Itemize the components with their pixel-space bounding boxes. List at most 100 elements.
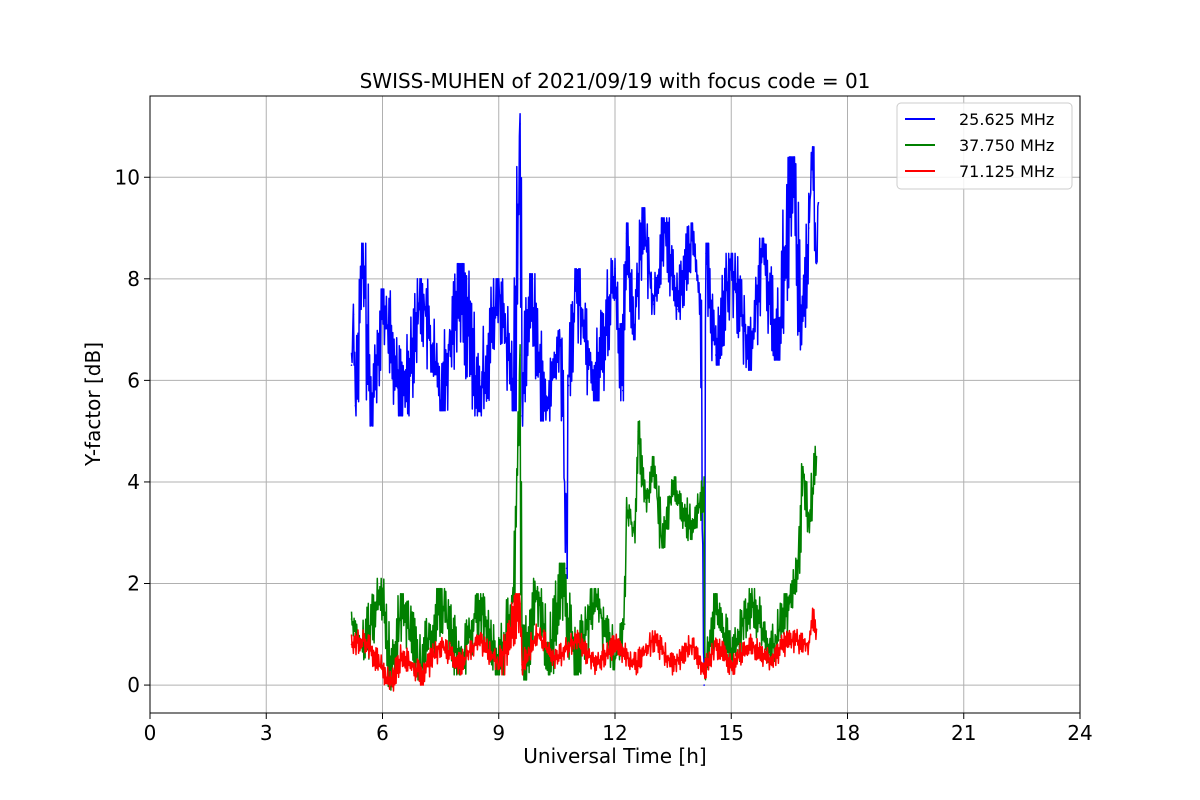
data-point — [703, 684, 705, 686]
data-point — [749, 359, 752, 361]
data-point — [788, 638, 791, 641]
y-tick-label: 8 — [127, 267, 140, 291]
y-axis-label: Y-factor [dB] — [81, 342, 105, 467]
data-point — [439, 399, 442, 402]
legend-box — [896, 102, 1073, 190]
data-point — [614, 267, 616, 270]
data-point — [633, 328, 636, 331]
data-point — [389, 684, 392, 686]
data-point — [633, 531, 636, 534]
data-point — [420, 288, 423, 290]
data-point — [637, 430, 640, 432]
y-tick-label: 10 — [115, 165, 140, 189]
data-point — [807, 227, 810, 229]
data-point — [401, 653, 403, 656]
data-point — [749, 597, 752, 600]
data-point — [645, 501, 647, 504]
data-point — [691, 643, 694, 646]
data-point — [459, 272, 461, 275]
legend-label: 25.625 MHz — [959, 110, 1054, 129]
data-point — [691, 531, 694, 534]
data-point — [815, 262, 818, 265]
y-axis: 0 2 4 6 8 10 — [115, 165, 150, 697]
data-point — [652, 465, 655, 468]
data-point — [567, 384, 570, 387]
data-point — [521, 415, 523, 417]
data-point — [621, 389, 624, 392]
x-tick-label: 21 — [951, 721, 976, 745]
data-point — [513, 399, 516, 402]
data-point — [714, 643, 717, 646]
x-tick-label: 3 — [260, 721, 273, 745]
x-tick-label: 12 — [602, 721, 627, 745]
x-tick-label: 18 — [835, 721, 860, 745]
data-point — [352, 313, 355, 316]
data-point — [652, 303, 655, 306]
data-point — [625, 506, 628, 509]
data-point — [381, 298, 384, 300]
data-point — [350, 643, 353, 646]
data-point — [559, 572, 562, 575]
data-point — [676, 308, 678, 311]
data-point — [811, 615, 814, 618]
x-axis: 0 3 6 9 12 15 18 21 24 — [144, 713, 1093, 745]
data-point — [497, 288, 500, 290]
legend-label: 71.125 MHz — [959, 162, 1054, 181]
x-axis-label: Universal Time [h] — [523, 744, 706, 768]
data-point — [594, 663, 597, 666]
data-point — [614, 658, 616, 661]
data-point — [730, 663, 733, 666]
data-point — [594, 597, 597, 600]
data-point — [478, 638, 481, 641]
data-point — [625, 232, 628, 234]
data-point — [672, 663, 674, 666]
data-point — [769, 658, 771, 661]
data-point — [798, 562, 800, 564]
data-point — [815, 455, 818, 458]
data-point — [575, 278, 578, 280]
data-point — [664, 227, 667, 229]
data-point — [575, 638, 578, 641]
data-point — [478, 603, 481, 605]
data-point — [652, 638, 655, 641]
data-point — [788, 603, 791, 605]
y-tick-label: 6 — [127, 368, 140, 392]
data-point — [623, 623, 626, 625]
legend: 25.625 MHz 37.750 MHz 71.125 MHz — [896, 102, 1073, 190]
data-point — [761, 247, 764, 250]
data-point — [660, 537, 663, 539]
data-point — [519, 123, 521, 125]
y-tick-label: 2 — [127, 572, 140, 596]
data-point — [614, 643, 616, 646]
data-point — [548, 663, 550, 666]
data-point — [362, 252, 364, 255]
data-point — [730, 262, 733, 265]
data-point — [381, 669, 384, 671]
data-point — [633, 663, 636, 666]
data-point — [714, 354, 717, 356]
data-point — [519, 603, 521, 605]
data-point — [350, 618, 353, 620]
data-point — [811, 156, 814, 158]
series-line-1 — [350, 113, 820, 670]
data-point — [641, 217, 643, 219]
data-point — [401, 603, 403, 605]
data-point — [354, 404, 357, 407]
data-point — [703, 669, 705, 671]
data-point — [817, 201, 820, 204]
data-point — [439, 597, 442, 600]
x-tick-label: 9 — [492, 721, 505, 745]
x-tick-label: 6 — [376, 721, 389, 745]
data-point — [350, 364, 353, 366]
data-point — [370, 415, 372, 417]
x-tick-label: 15 — [719, 721, 744, 745]
data-point — [807, 521, 810, 524]
series-line-3 — [350, 592, 818, 692]
data-point — [556, 658, 558, 661]
data-point — [401, 404, 403, 407]
y-tick-label: 4 — [127, 470, 140, 494]
data-point — [362, 648, 364, 651]
data-point — [420, 674, 423, 676]
data-point — [521, 663, 523, 666]
